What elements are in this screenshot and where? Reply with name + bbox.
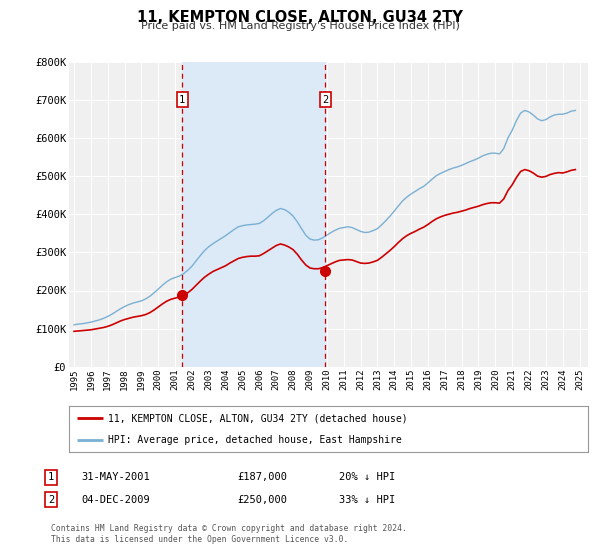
Text: HPI: Average price, detached house, East Hampshire: HPI: Average price, detached house, East… [108,435,401,445]
Text: 1: 1 [179,95,185,105]
Text: 04-DEC-2009: 04-DEC-2009 [81,494,150,505]
Bar [182,62,325,367]
Text: Contains HM Land Registry data © Crown copyright and database right 2024.: Contains HM Land Registry data © Crown c… [51,524,407,533]
Text: Price paid vs. HM Land Registry's House Price Index (HPI): Price paid vs. HM Land Registry's House … [140,21,460,31]
Text: 1: 1 [48,472,54,482]
Text: 20% ↓ HPI: 20% ↓ HPI [339,472,395,482]
Text: 2: 2 [322,95,329,105]
Text: £250,000: £250,000 [237,494,287,505]
Text: 33% ↓ HPI: 33% ↓ HPI [339,494,395,505]
Text: 31-MAY-2001: 31-MAY-2001 [81,472,150,482]
Text: 2: 2 [48,494,54,505]
Text: 11, KEMPTON CLOSE, ALTON, GU34 2TY: 11, KEMPTON CLOSE, ALTON, GU34 2TY [137,10,463,25]
Text: £187,000: £187,000 [237,472,287,482]
Text: This data is licensed under the Open Government Licence v3.0.: This data is licensed under the Open Gov… [51,535,349,544]
Text: 11, KEMPTON CLOSE, ALTON, GU34 2TY (detached house): 11, KEMPTON CLOSE, ALTON, GU34 2TY (deta… [108,413,407,423]
